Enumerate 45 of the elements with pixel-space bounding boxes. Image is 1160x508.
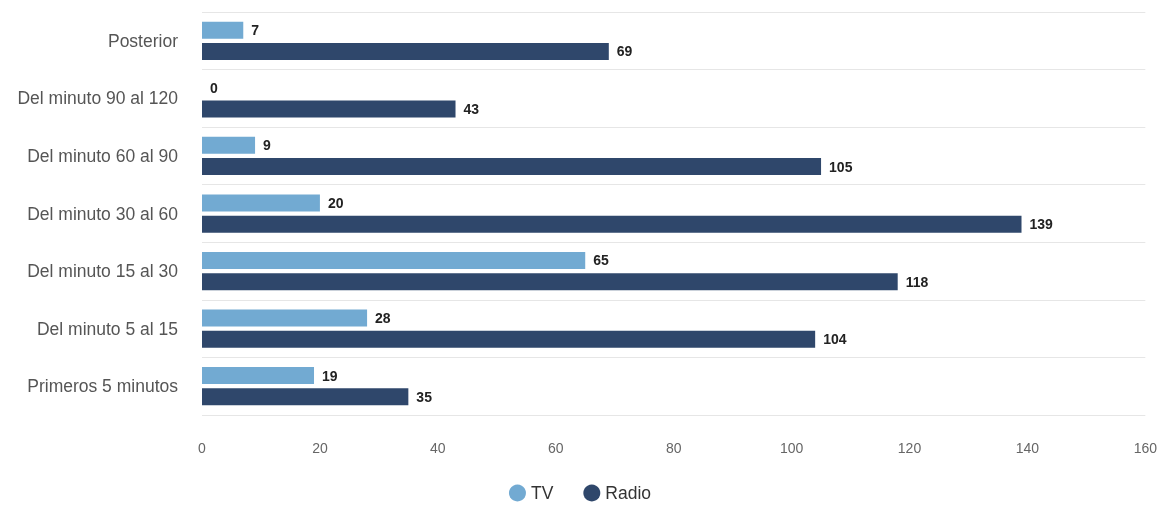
bar (202, 21, 244, 39)
bar (202, 309, 368, 327)
data-label: 0 (210, 79, 218, 96)
bar (202, 215, 1022, 233)
data-label: 118 (905, 273, 929, 290)
legend-label: Radio (605, 483, 652, 503)
x-tick-label: 140 (1015, 440, 1040, 456)
x-tick-label: 100 (779, 440, 804, 456)
bar (202, 158, 822, 176)
x-tick-label: 20 (312, 440, 328, 456)
bar (202, 42, 609, 60)
data-label: 69 (616, 43, 633, 60)
data-label: 139 (1029, 216, 1054, 233)
data-label: 105 (829, 158, 853, 175)
bar (202, 273, 898, 291)
x-tick-label: 60 (547, 440, 564, 456)
bar (202, 194, 320, 212)
data-label: 19 (322, 367, 338, 384)
bar (202, 100, 456, 118)
bar (202, 388, 409, 406)
data-label: 104 (823, 331, 847, 348)
data-label: 28 (375, 310, 391, 327)
y-tick-label: Del minuto 60 al 90 (27, 145, 179, 166)
bar (202, 136, 256, 154)
bar (202, 251, 586, 269)
x-tick-label: 0 (198, 440, 207, 456)
x-tick-label: 40 (430, 440, 446, 456)
x-tick-label: 120 (897, 440, 922, 456)
legend-label: TV (530, 483, 554, 503)
x-tick-label: 160 (1133, 440, 1158, 456)
y-tick-label: Del minuto 90 al 120 (17, 88, 179, 109)
y-tick-label: Del minuto 5 al 15 (36, 318, 178, 339)
data-label: 20 (327, 194, 344, 211)
x-tick-label: 80 (665, 440, 682, 456)
bar (202, 330, 816, 348)
y-tick-label: Posterior (107, 30, 179, 51)
y-tick-label: Del minuto 15 al 30 (27, 261, 179, 282)
y-tick-label: Primeros 5 minutos (27, 376, 179, 397)
bar (202, 367, 315, 385)
y-tick-label: Del minuto 30 al 60 (27, 203, 179, 224)
data-label: 43 (463, 100, 480, 117)
data-label: 35 (416, 388, 433, 405)
data-label: 7 (251, 22, 260, 39)
data-label: 65 (593, 252, 610, 269)
data-label: 9 (263, 137, 272, 154)
